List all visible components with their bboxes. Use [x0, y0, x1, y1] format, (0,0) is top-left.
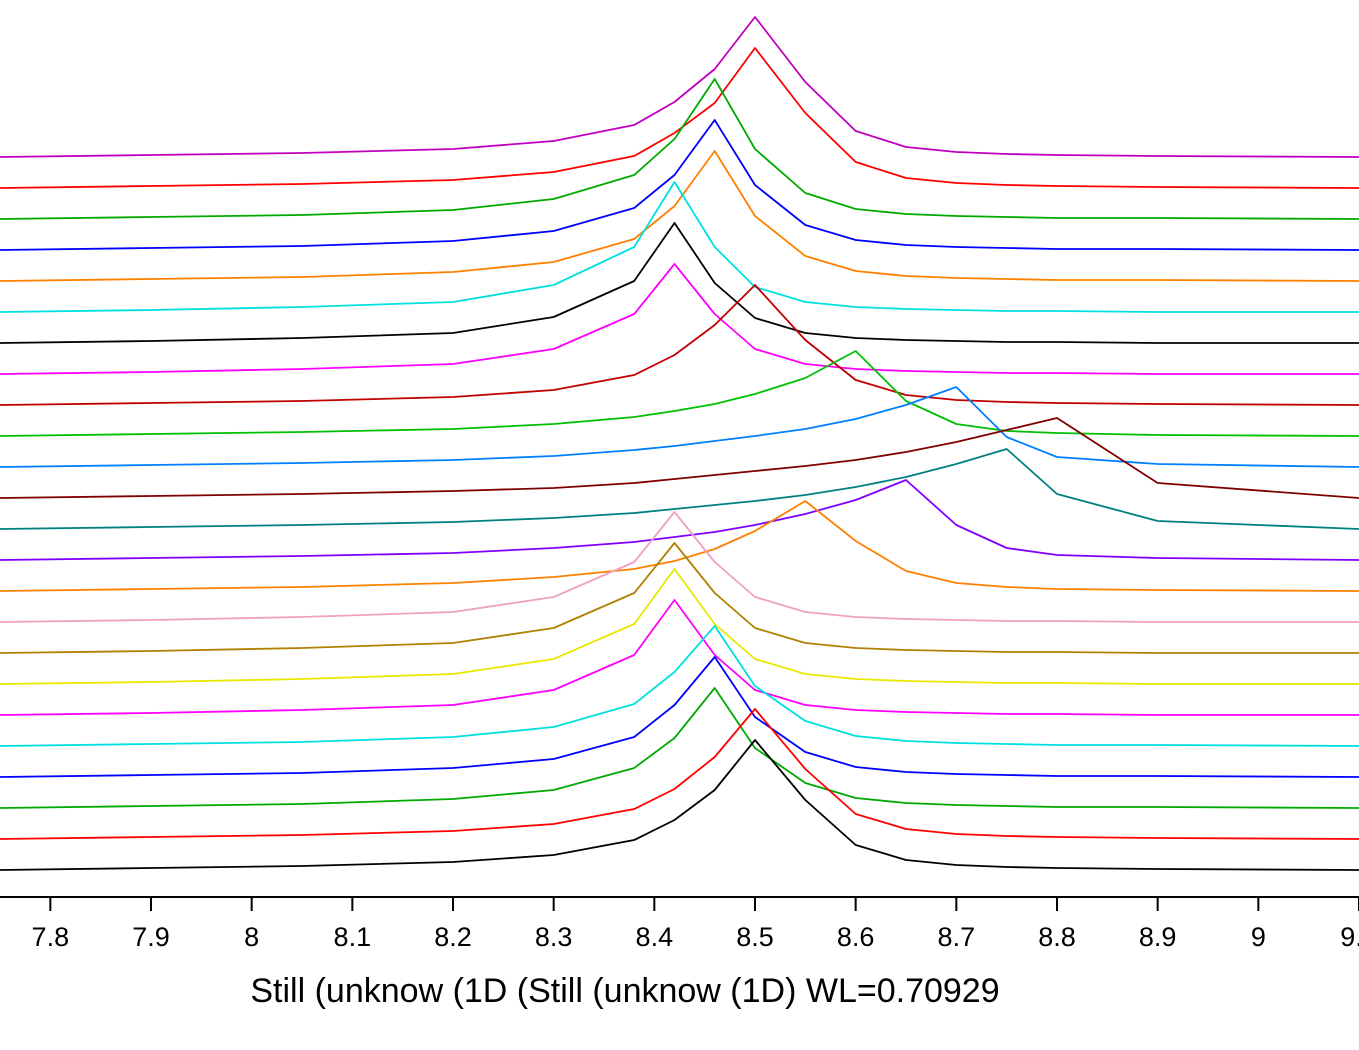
series-line — [0, 511, 1359, 623]
series-line — [0, 568, 1359, 685]
x-tick-label: 8.1 — [334, 922, 372, 952]
series-line — [0, 119, 1359, 251]
x-tick-label: 8.2 — [434, 922, 472, 952]
series-line — [0, 687, 1359, 809]
series-line — [0, 222, 1359, 344]
series-line — [0, 181, 1359, 313]
x-tick-label: 8.3 — [535, 922, 573, 952]
series-line — [0, 542, 1359, 654]
series-line — [0, 625, 1359, 747]
x-tick-label: 8.5 — [736, 922, 774, 952]
series-line — [0, 284, 1359, 406]
series-line — [0, 150, 1359, 282]
series-line — [0, 16, 1359, 158]
series-line — [0, 350, 1359, 437]
series-line — [0, 417, 1359, 499]
series-line — [0, 599, 1359, 716]
x-tick-label: 9 — [1251, 922, 1266, 952]
x-tick-label: 9.1 — [1340, 922, 1359, 952]
series-line — [0, 47, 1359, 189]
series-line — [0, 448, 1359, 530]
series-line — [0, 386, 1359, 468]
series-line — [0, 78, 1359, 220]
x-tick-label: 8.7 — [938, 922, 976, 952]
x-tick-label: 8.4 — [636, 922, 674, 952]
x-tick-label: 7.8 — [32, 922, 70, 952]
series-line — [0, 263, 1359, 375]
x-tick-label: 8 — [244, 922, 259, 952]
series-line — [0, 708, 1359, 840]
x-axis-title: Still (unknow (1D (Still (unknow (1D) WL… — [250, 972, 999, 1010]
series-line — [0, 739, 1359, 871]
series-line — [0, 479, 1359, 561]
series-line — [0, 656, 1359, 778]
x-tick-label: 8.9 — [1139, 922, 1177, 952]
x-tick-label: 7.9 — [132, 922, 170, 952]
x-tick-label: 8.8 — [1038, 922, 1076, 952]
x-tick-label: 8.6 — [837, 922, 875, 952]
series-line — [0, 500, 1359, 592]
